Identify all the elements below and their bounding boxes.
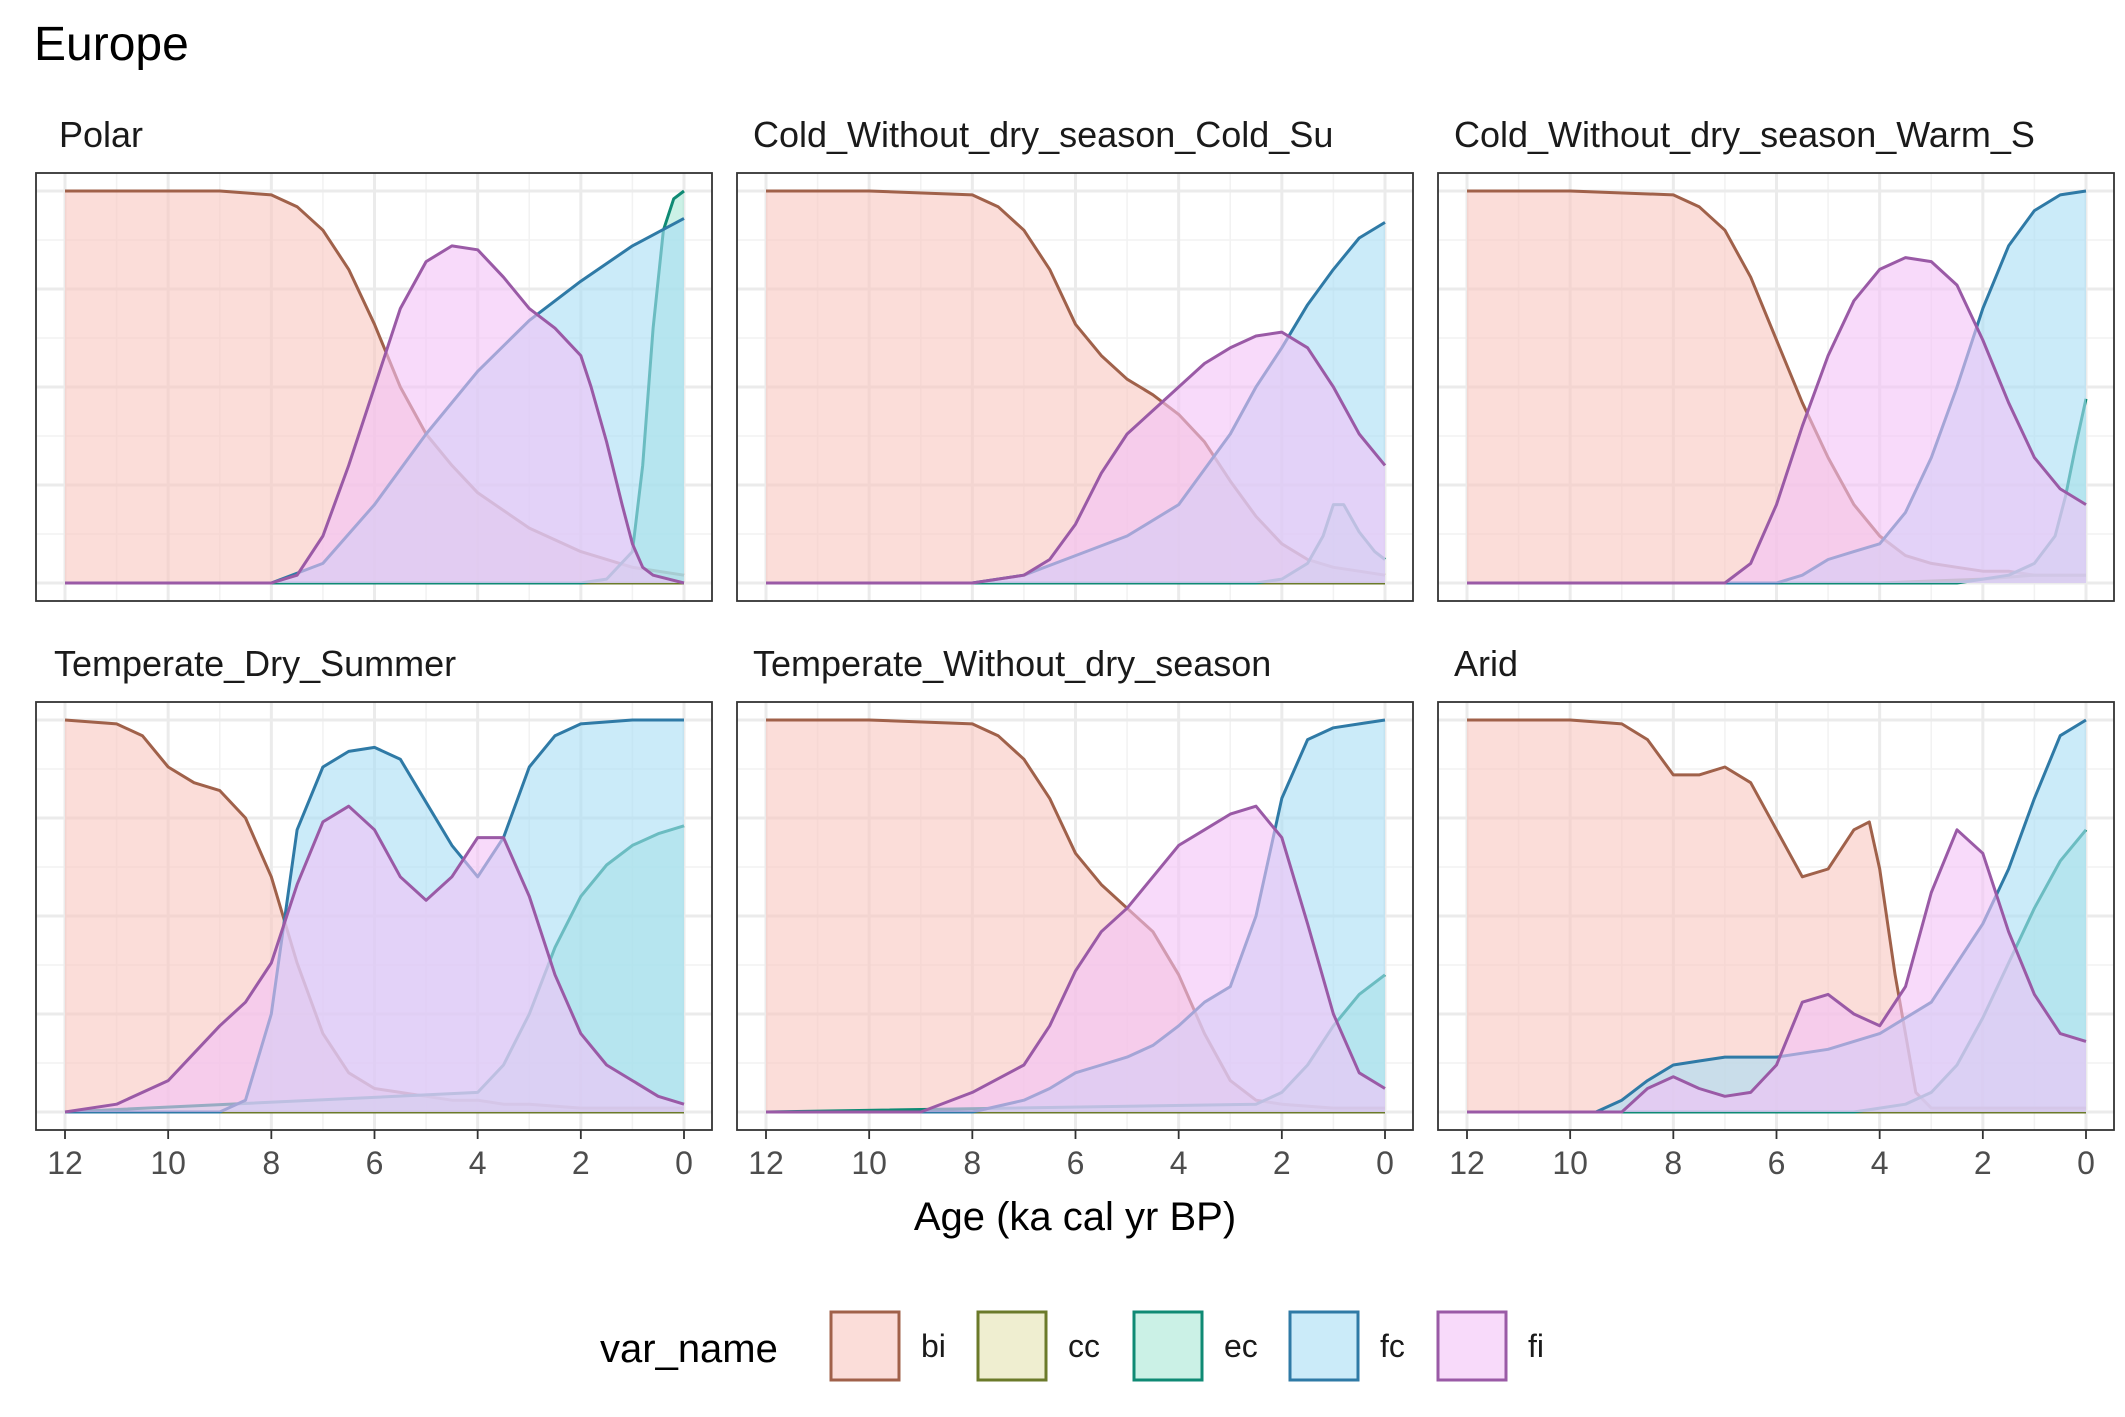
facet-strip-label: Temperate_Without_dry_season <box>753 643 1271 684</box>
legend-title: var_name <box>600 1327 778 1371</box>
x-tick-label: 8 <box>963 1145 981 1181</box>
series-group <box>1467 189 2088 585</box>
x-tick-label: 6 <box>1067 1145 1085 1181</box>
area-bi <box>65 720 684 1112</box>
series-group <box>64 718 685 1114</box>
area-fi <box>766 806 1385 1112</box>
legend-item-cc: cc <box>976 1310 1100 1382</box>
x-tick-label: 6 <box>1768 1145 1786 1181</box>
panel: Temperate_Without_dry_season 12 10 8 6 4 2 0 <box>736 643 1414 1181</box>
area-fi <box>65 245 684 583</box>
panel-border <box>736 172 1414 602</box>
x-tick-label: 12 <box>1449 1145 1485 1181</box>
x-tick-label: 0 <box>2077 1145 2095 1181</box>
panel: Cold_Without_dry_season_Warm_S <box>1437 114 2115 602</box>
x-axis-title: Age (ka cal yr BP) <box>914 1195 1236 1239</box>
area-bi <box>1467 191 2086 583</box>
chart-title: Europe <box>34 18 189 71</box>
facet-strip-label: Temperate_Dry_Summer <box>54 643 456 684</box>
x-tick-label: 2 <box>1273 1145 1291 1181</box>
legend-label: cc <box>1068 1328 1100 1364</box>
series-group <box>766 189 1387 585</box>
legend-key-bi <box>829 1310 901 1382</box>
legend-label: ec <box>1224 1328 1258 1364</box>
line-fi <box>64 804 685 1114</box>
series-group <box>765 718 1386 1114</box>
legend-label: bi <box>921 1328 946 1364</box>
legend-label: fc <box>1380 1328 1405 1364</box>
line-fi <box>1467 828 2087 1114</box>
facet-strip-label: Polar <box>59 114 143 155</box>
facet-strip-label: Cold_Without_dry_season_Cold_Su <box>753 114 1333 155</box>
area-fi <box>1467 257 2086 583</box>
line-fi <box>65 244 685 585</box>
legend-item-ec: ec <box>1132 1310 1258 1382</box>
legend-item-bi: bi <box>829 1310 946 1382</box>
x-tick-label: 8 <box>262 1145 280 1181</box>
legend-item-fc: fc <box>1288 1310 1405 1382</box>
area-fi <box>766 332 1385 583</box>
area-bi <box>1467 720 2086 1112</box>
legend-label: fi <box>1528 1328 1544 1364</box>
x-tick-label: 0 <box>675 1145 693 1181</box>
panel: Temperate_Dry_Summer 12 10 8 6 4 2 0 <box>35 643 713 1181</box>
area-bi <box>766 720 1385 1112</box>
x-tick-label: 2 <box>572 1145 590 1181</box>
facet-panels: Polar Cold_Without_dry_season_Cold_Su Cold… <box>35 114 2115 1181</box>
legend-item-fi: fi <box>1436 1310 1544 1382</box>
facet-strip-label: Cold_Without_dry_season_Warm_S <box>1454 114 2035 155</box>
line-fi <box>1467 256 2087 585</box>
area-fi <box>65 806 684 1112</box>
legend-key-cc <box>976 1310 1048 1382</box>
x-tick-label: 6 <box>366 1145 384 1181</box>
legend: var_name bi cc ec fc fi <box>600 1310 1544 1382</box>
panel-border <box>1437 172 2115 602</box>
x-tick-label: 4 <box>1871 1145 1889 1181</box>
x-tick-label: 10 <box>1552 1145 1588 1181</box>
facet-strip-label: Arid <box>1454 643 1518 684</box>
area-fi <box>1467 829 2086 1112</box>
legend-key-fi <box>1436 1310 1508 1382</box>
x-tick-label: 10 <box>150 1145 186 1181</box>
series-group <box>1467 718 2088 1114</box>
x-tick-label: 2 <box>1974 1145 1992 1181</box>
panel-border <box>35 172 713 602</box>
x-tick-label: 12 <box>47 1145 83 1181</box>
panel: Polar <box>35 114 713 602</box>
x-tick-label: 4 <box>469 1145 487 1181</box>
series-group <box>65 189 685 585</box>
x-tick-label: 12 <box>748 1145 784 1181</box>
line-fi <box>766 330 1387 585</box>
legend-key-fc <box>1288 1310 1360 1382</box>
x-tick-label: 0 <box>1376 1145 1394 1181</box>
panel: Cold_Without_dry_season_Cold_Su <box>736 114 1414 602</box>
panel: Arid 12 10 8 6 4 2 0 <box>1437 643 2115 1181</box>
line-fi <box>766 804 1386 1114</box>
x-tick-label: 8 <box>1664 1145 1682 1181</box>
x-tick-label: 10 <box>851 1145 887 1181</box>
legend-key-ec <box>1132 1310 1204 1382</box>
x-tick-label: 4 <box>1170 1145 1188 1181</box>
